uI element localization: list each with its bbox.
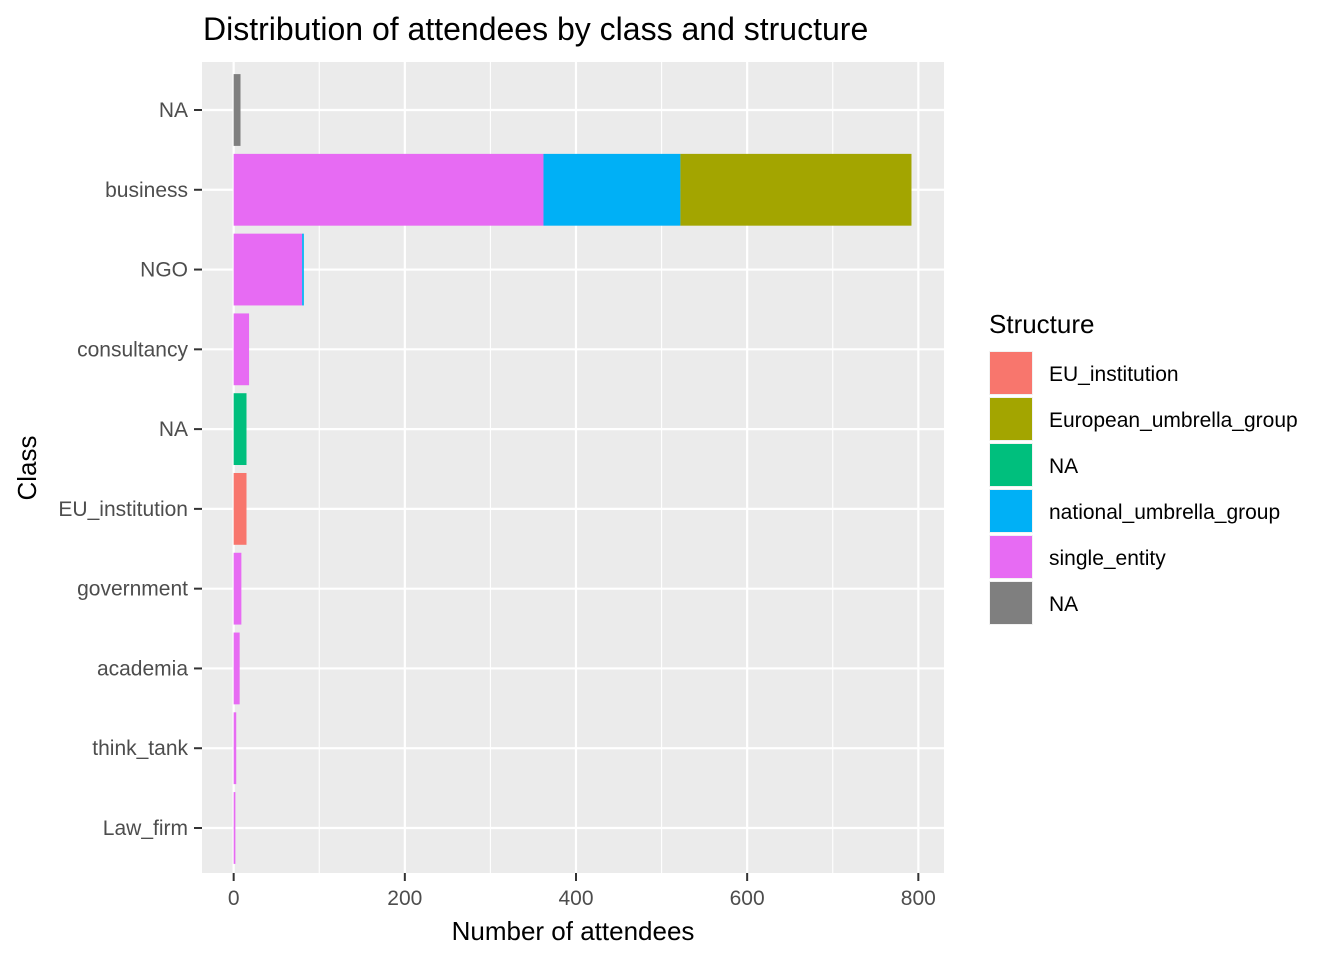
y-tick-label: NGO <box>140 259 188 282</box>
legend-label: single_entity <box>1049 547 1166 570</box>
legend-swatch <box>990 352 1032 394</box>
x-axis-title: Number of attendees <box>452 916 695 946</box>
x-axis: 0 200 400 600 800 <box>228 873 936 910</box>
legend-swatch <box>990 398 1032 440</box>
bar-segment <box>680 153 912 226</box>
legend-swatch <box>990 444 1032 486</box>
x-tick-label: 200 <box>387 887 422 910</box>
y-tick-label: consultancy <box>77 338 188 361</box>
legend-swatch <box>990 536 1032 578</box>
bar-segment <box>233 792 236 864</box>
legend-swatch <box>990 582 1032 624</box>
legend-label: NA <box>1049 455 1078 478</box>
chart-title: Distribution of attendees by class and s… <box>203 11 868 47</box>
legend-label: EU_institution <box>1049 363 1179 386</box>
y-tick-label: NA <box>159 418 188 441</box>
x-tick-label: 400 <box>558 887 593 910</box>
y-axis: NA business NGO consultancy NA EU_institution… <box>58 99 202 840</box>
x-tick-label: 600 <box>730 887 765 910</box>
y-tick-label: think_tank <box>92 737 188 760</box>
bar-segment <box>233 632 240 705</box>
legend-label: NA <box>1049 593 1078 616</box>
bar-segment <box>233 552 242 625</box>
legend: Structure EU_institution European_umbrell… <box>989 309 1298 625</box>
legend-label: European_umbrella_group <box>1049 409 1298 432</box>
y-tick-label: government <box>77 578 188 601</box>
bars <box>233 74 912 864</box>
y-tick-label: EU_institution <box>58 498 188 521</box>
legend-swatch <box>990 490 1032 532</box>
y-tick-label: Law_firm <box>103 817 188 840</box>
y-tick-label: business <box>105 179 188 202</box>
legend-label: national_umbrella_group <box>1049 501 1280 524</box>
bar-segment <box>233 313 250 386</box>
bar-segment <box>233 472 247 545</box>
x-tick-label: 800 <box>901 887 936 910</box>
bar-segment <box>233 153 544 226</box>
x-tick-label: 0 <box>228 887 240 910</box>
bar-segment <box>233 712 237 785</box>
bar-segment <box>233 393 247 466</box>
y-axis-title: Class <box>12 435 42 500</box>
bar-segment <box>302 233 304 306</box>
bar-segment <box>233 74 241 146</box>
bar-segment <box>543 153 681 226</box>
bar-segment <box>233 233 303 306</box>
y-tick-label: NA <box>159 99 188 122</box>
y-tick-label: academia <box>97 657 188 680</box>
legend-title: Structure <box>989 309 1095 339</box>
